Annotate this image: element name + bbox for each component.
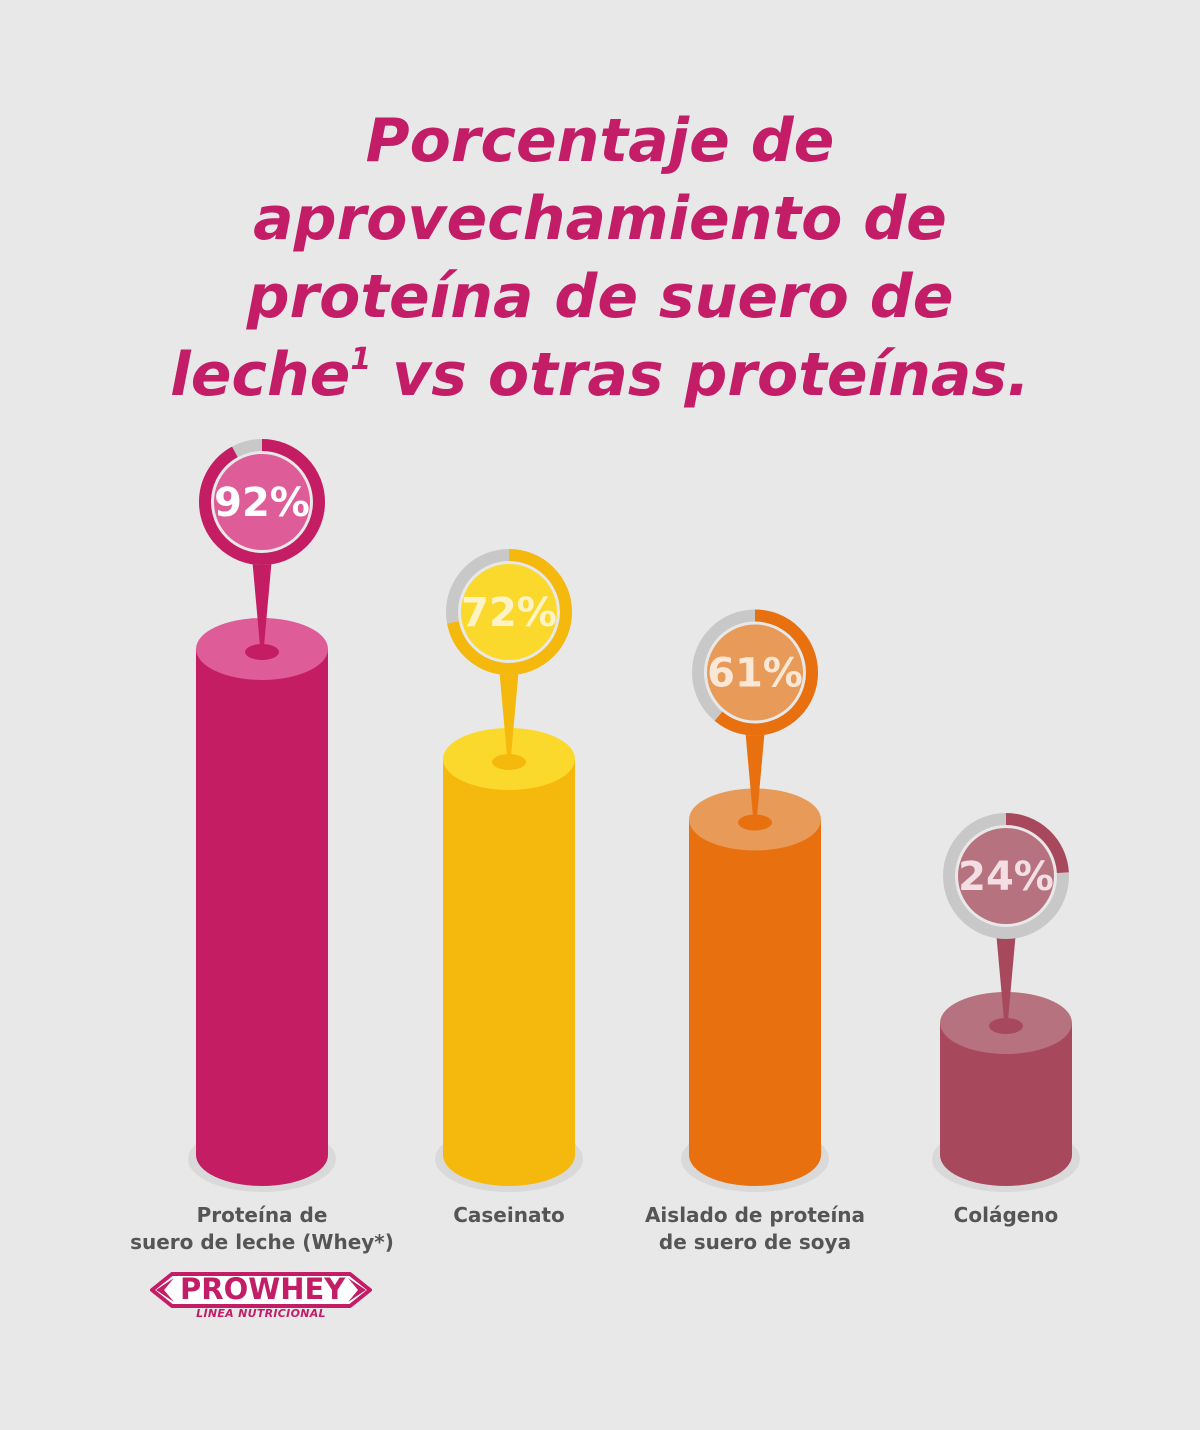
title-line-4-rest: vs otras proteínas. bbox=[371, 340, 1030, 410]
logo-brand: PROWHEY bbox=[180, 1272, 346, 1306]
bar-caseinato bbox=[443, 759, 575, 1186]
value-label-soya: 61% bbox=[707, 651, 803, 697]
pointer-whey bbox=[252, 557, 272, 646]
ring-progress-caseinato bbox=[446, 549, 572, 675]
prowhey-logo-frame bbox=[150, 1272, 372, 1308]
title-word-leche: leche bbox=[170, 340, 351, 410]
ring-progress-colageno bbox=[943, 813, 1069, 939]
title-line-3: proteína de suero de bbox=[246, 262, 954, 332]
prowhey-logo: PROWHEY LÍNEA NUTRICIONAL bbox=[150, 1268, 372, 1326]
ring-progress-soya bbox=[692, 609, 818, 736]
bubble-caseinato bbox=[461, 564, 557, 660]
category-label-whey: Proteína de suero de leche (Whey*) bbox=[112, 1202, 412, 1256]
value-label-whey: 92% bbox=[214, 480, 310, 526]
bar-pin-hole-soya bbox=[738, 814, 772, 831]
title-line-2: aprovechamiento de bbox=[253, 184, 947, 254]
bar-pin-hole-colageno bbox=[989, 1018, 1023, 1034]
category-label-soya-line-2: de suero de soya bbox=[658, 1230, 852, 1254]
title-line-4: leche1 vs otras proteínas. bbox=[0, 336, 1200, 414]
bar-colageno bbox=[940, 1023, 1072, 1186]
bubble-colageno bbox=[958, 828, 1054, 924]
ring-progress-whey bbox=[199, 439, 325, 565]
logo-tagline: LÍNEA NUTRICIONAL bbox=[196, 1307, 326, 1320]
title-footnote-mark: 1 bbox=[350, 342, 372, 377]
category-label-whey-line-2: suero de leche (Whey*) bbox=[130, 1230, 394, 1254]
value-label-colageno: 24% bbox=[958, 854, 1054, 900]
category-label-soya: Aislado de proteína de suero de soya bbox=[605, 1202, 905, 1256]
chart-title: Porcentaje de aprovechamiento de proteín… bbox=[0, 102, 1200, 414]
bar-whey bbox=[196, 649, 328, 1186]
category-label-whey-line-1: Proteína de bbox=[196, 1203, 328, 1227]
category-label-caseinato: Caseinato bbox=[359, 1202, 659, 1229]
pointer-caseinato bbox=[499, 667, 519, 756]
bubble-whey bbox=[214, 454, 310, 550]
pointer-colageno bbox=[996, 931, 1016, 1020]
bar-pin-hole-whey bbox=[245, 644, 279, 660]
title-line-1: Porcentaje de bbox=[365, 106, 835, 176]
value-label-caseinato: 72% bbox=[461, 590, 557, 636]
category-label-soya-line-1: Aislado de proteína bbox=[644, 1203, 866, 1227]
pointer-soya bbox=[745, 727, 765, 817]
category-label-colageno-line-1: Colágeno bbox=[953, 1203, 1059, 1227]
bar-pin-hole-caseinato bbox=[492, 754, 526, 770]
category-label-colageno: Colágeno bbox=[856, 1202, 1156, 1229]
bar-soya bbox=[689, 819, 821, 1186]
category-label-caseinato-line-1: Caseinato bbox=[453, 1203, 565, 1227]
bubble-soya bbox=[707, 624, 803, 721]
